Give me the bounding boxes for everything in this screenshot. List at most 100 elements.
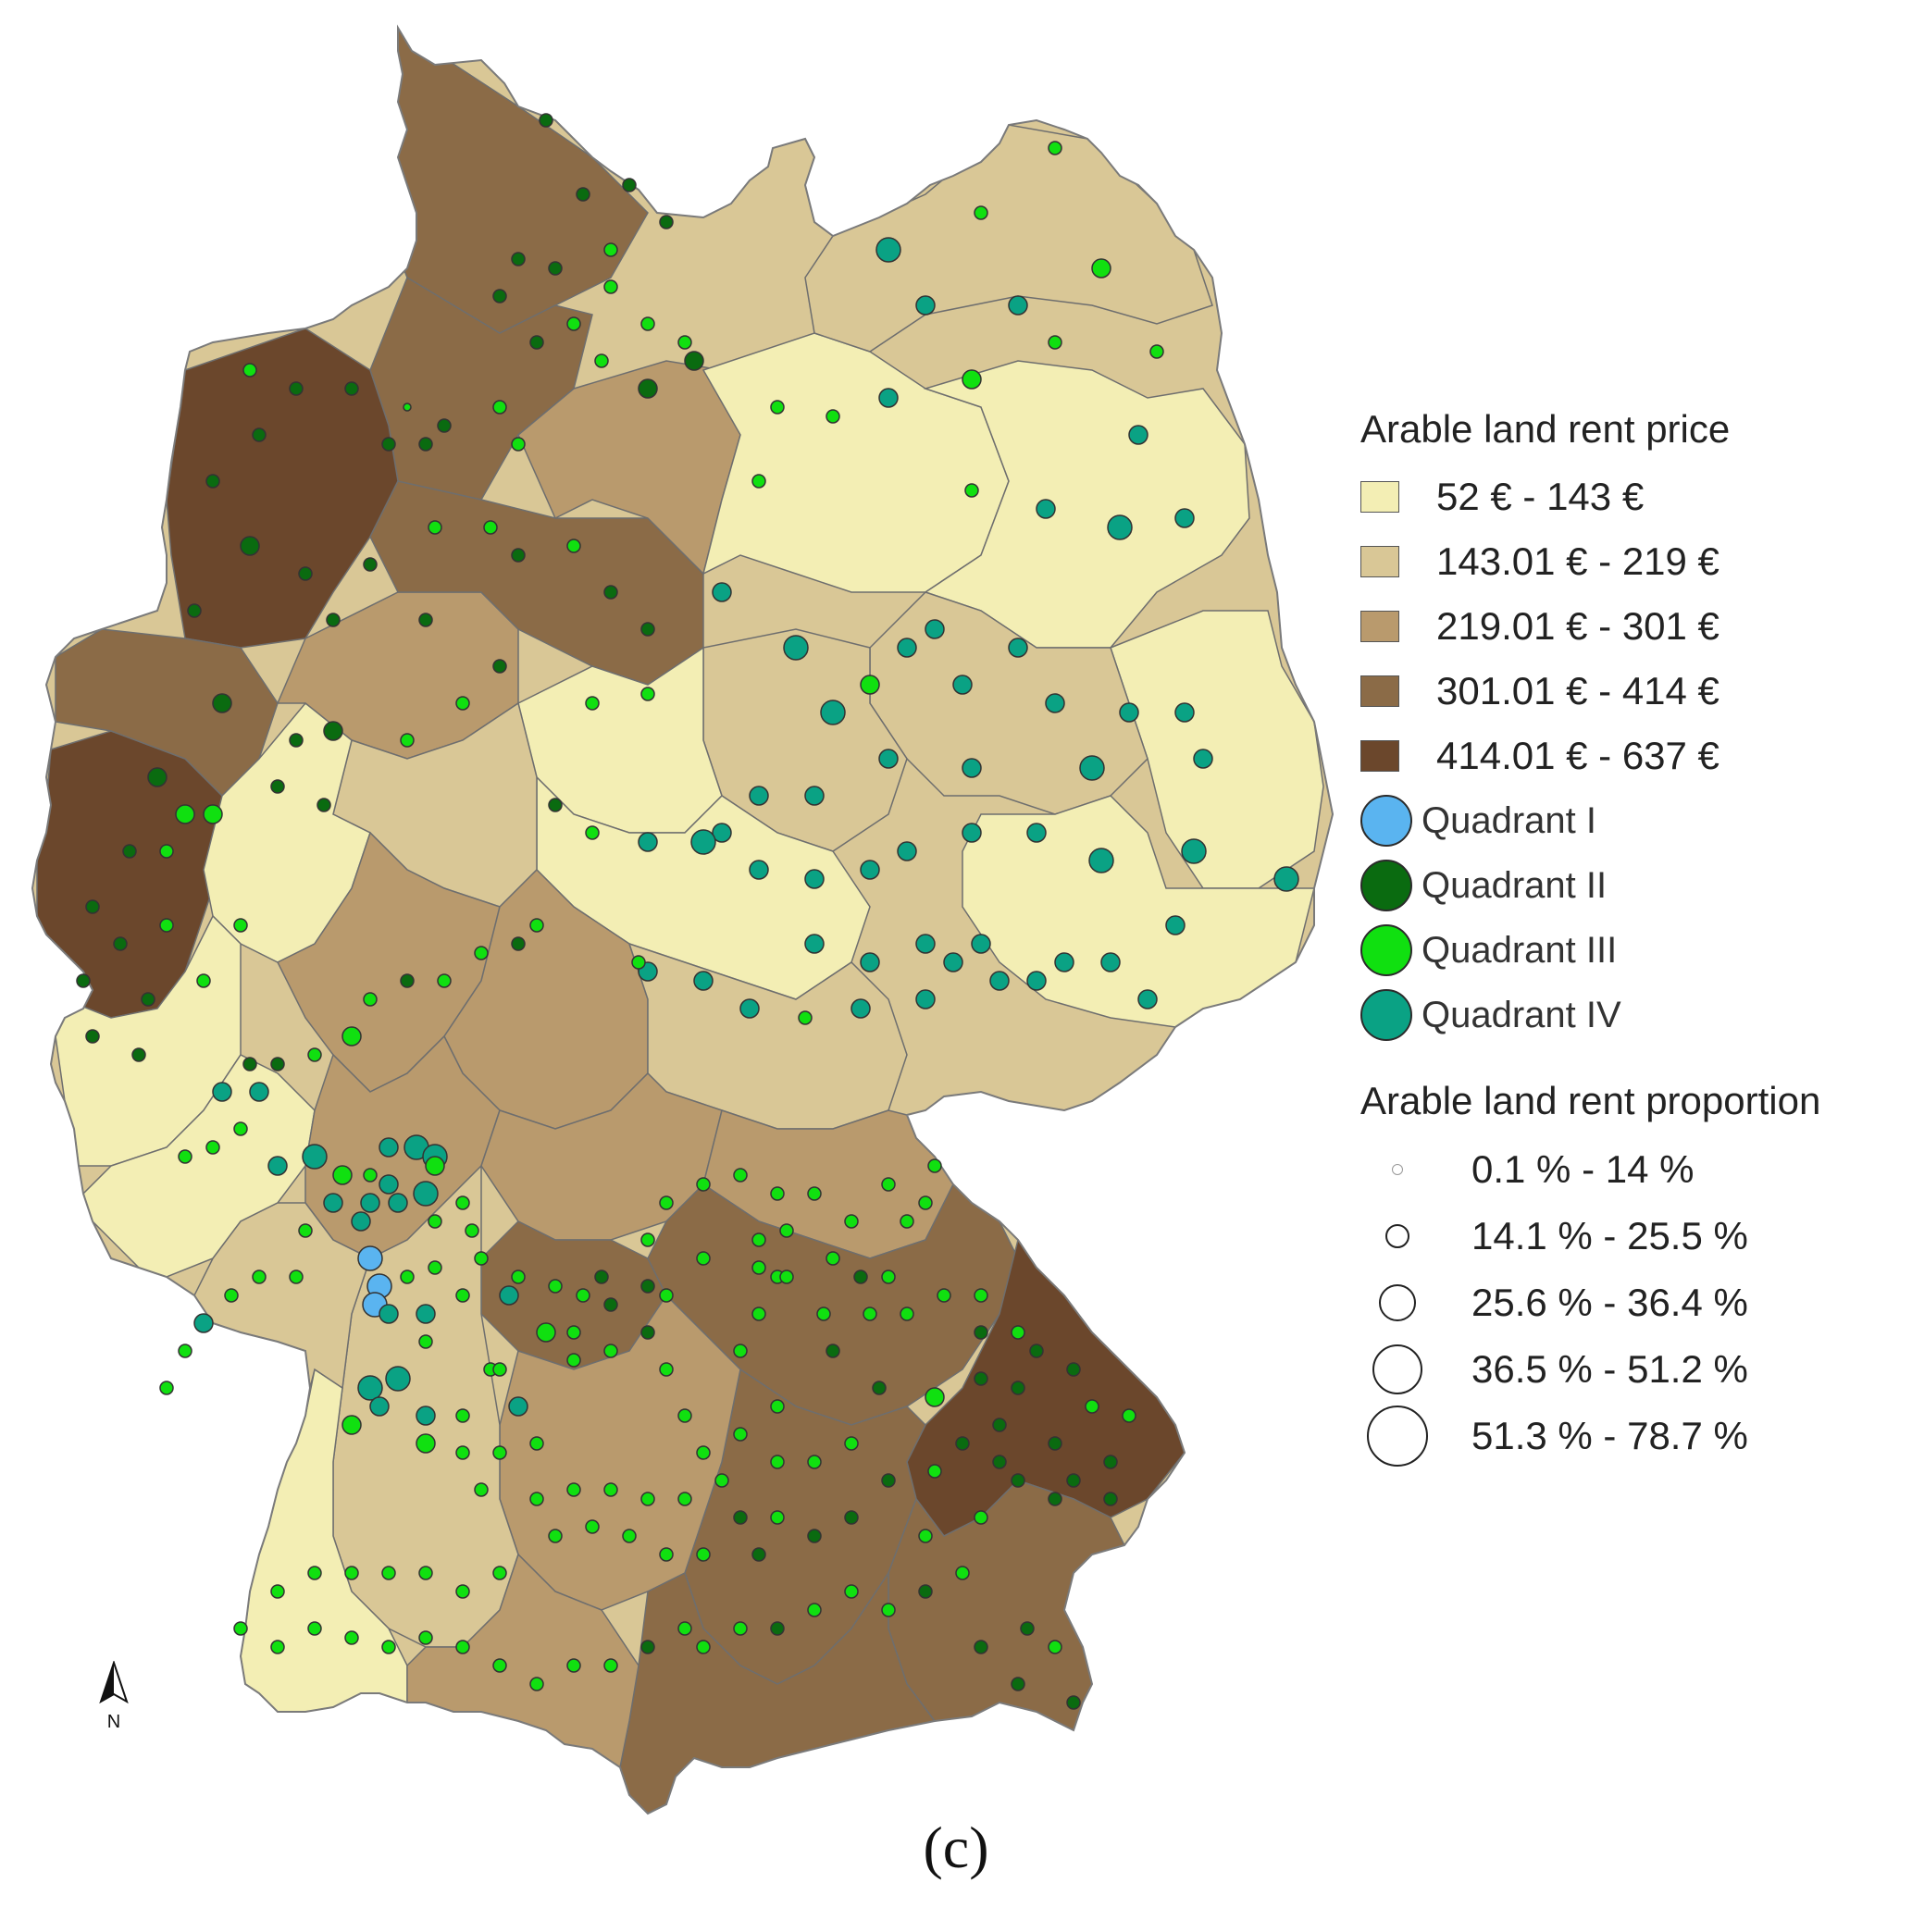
quadrant-3-symbol: [483, 520, 498, 535]
quadrant-4-symbol: [1273, 866, 1299, 892]
quadrant-4-symbol: [638, 832, 658, 852]
quadrant-4-symbol: [302, 1144, 328, 1170]
quadrant-3-symbol: [1085, 1399, 1099, 1414]
quadrant-3-symbol: [511, 1269, 526, 1284]
quadrant-3-symbol: [418, 1334, 433, 1349]
quadrant-3-symbol: [770, 1399, 785, 1414]
quadrant-3-symbol: [474, 946, 489, 960]
quadrant-4-symbol: [508, 1396, 528, 1417]
quadrant-4-symbol: [385, 1366, 411, 1392]
quadrant-4-symbol: [1026, 823, 1047, 843]
proportion-class-label: 51.3 % - 78.7 %: [1471, 1414, 1748, 1457]
quadrant-3-symbol: [807, 1186, 822, 1201]
quadrant-2-symbol: [955, 1436, 970, 1451]
quadrant-4-symbol: [804, 934, 825, 954]
quadrant-3-symbol: [307, 1047, 322, 1062]
quadrant-4-symbol: [971, 934, 991, 954]
quadrant-3-symbol: [566, 1658, 581, 1673]
quadrant-3-symbol: [381, 1566, 396, 1580]
price-class-label: 52 € - 143 €: [1436, 475, 1645, 518]
district-region: [166, 328, 399, 649]
quadrant-3-symbol: [344, 1630, 359, 1645]
quadrant-2-symbol: [751, 1547, 766, 1562]
price-class-label: 301.01 € - 414 €: [1436, 669, 1720, 712]
quadrant-4-symbol: [897, 841, 917, 861]
proportion-class-item: 14.1 % - 25.5 %: [1360, 1203, 1897, 1269]
quadrant-3-symbol: [159, 918, 174, 933]
proportion-class-item: 51.3 % - 78.7 %: [1360, 1403, 1897, 1469]
quadrant-3-symbol: [640, 1492, 655, 1506]
quadrant-2-symbol: [640, 622, 655, 637]
quadrant-3-symbol: [659, 1195, 674, 1210]
quadrant-2-symbol: [1048, 1436, 1062, 1451]
quadrant-3-symbol: [159, 1381, 174, 1395]
district-region: [804, 124, 1213, 353]
quadrant-2-symbol: [289, 733, 304, 748]
quadrant-3-symbol: [696, 1640, 711, 1654]
quadrant-2-symbol: [807, 1529, 822, 1543]
quadrant-1-symbol: [357, 1245, 383, 1271]
district-border-layer: [31, 24, 1335, 1815]
quadrant-3-symbol: [751, 474, 766, 489]
quadrant-3-symbol: [381, 1640, 396, 1654]
proportion-symbol-xl: [1367, 1406, 1428, 1467]
country-outline: [31, 24, 1335, 1815]
quadrant-3-symbol: [270, 1640, 285, 1654]
quadrant-3-symbol: [733, 1344, 748, 1358]
quadrant-2-symbol: [603, 585, 618, 600]
quadrant-3-symbol: [860, 675, 880, 695]
quadrant-3-symbol: [566, 1482, 581, 1497]
quadrant-2-symbol: [400, 973, 415, 988]
quadrant-3-symbol: [205, 1140, 220, 1155]
quadrant-4-symbol: [850, 998, 871, 1019]
quadrant-2-symbol: [511, 548, 526, 563]
quadrant-2-symbol: [113, 936, 128, 951]
quadrant-3-symbol: [363, 1168, 378, 1183]
quadrant-3-symbol: [770, 1455, 785, 1469]
quadrant-4-symbol: [379, 1304, 399, 1324]
quadrant-2-symbol: [770, 1621, 785, 1636]
price-class-item: 219.01 € - 301 €: [1360, 594, 1897, 659]
quadrant-4-symbol: [1100, 952, 1121, 972]
quadrant-3-symbol: [603, 1482, 618, 1497]
quadrant-2-symbol: [85, 1029, 100, 1044]
quadrant-3-symbol: [677, 335, 692, 350]
quadrant-4-symbol: [925, 619, 945, 639]
quadrant-item: Quadrant III: [1360, 918, 1897, 983]
quadrant-3-symbol: [529, 1492, 544, 1506]
quadrant-3-symbol: [341, 1026, 362, 1046]
quadrant-3-symbol: [1360, 924, 1412, 976]
quadrant-4-symbol: [860, 952, 880, 972]
quadrant-4-symbol: [413, 1181, 439, 1207]
quadrant-4-symbol: [369, 1396, 390, 1417]
quadrant-3-symbol: [242, 363, 257, 378]
quadrant-3-symbol: [826, 1251, 840, 1266]
quadrant-3-symbol: [603, 1658, 618, 1673]
quadrant-4-symbol: [1054, 952, 1074, 972]
quadrant-4-symbol: [915, 989, 936, 1009]
quadrant-3-symbol: [1091, 258, 1111, 279]
quadrant-4-symbol: [943, 952, 963, 972]
quadrant-2-symbol: [1048, 1492, 1062, 1506]
quadrant-3-symbol: [677, 1621, 692, 1636]
quadrant-3-symbol: [566, 1325, 581, 1340]
quadrant-3-symbol: [603, 279, 618, 294]
quadrant-4-symbol: [1107, 514, 1133, 540]
price-class-swatch: [1360, 675, 1399, 707]
quadrant-3-symbol: [270, 1584, 285, 1599]
quadrant-2-symbol: [437, 418, 452, 433]
quadrant-3-symbol: [677, 1408, 692, 1423]
map-legend: Arable land rent price 52 € - 143 € 143.…: [1360, 407, 1897, 1469]
price-class-swatch: [1360, 546, 1399, 577]
quadrant-2-symbol: [381, 437, 396, 452]
quadrant-3-symbol: [416, 1433, 436, 1454]
district-region: [888, 1480, 1126, 1732]
quadrant-3-symbol: [937, 1288, 951, 1303]
quadrant-4-symbol: [1165, 915, 1186, 935]
quadrant-3-symbol: [455, 1195, 470, 1210]
quadrant-3-symbol: [826, 409, 840, 424]
proportion-class-label: 0.1 % - 14 %: [1471, 1147, 1695, 1191]
quadrant-1-symbol: [1360, 795, 1412, 847]
figure-caption: (c): [923, 1814, 989, 1880]
quadrant-3-symbol: [566, 1353, 581, 1368]
